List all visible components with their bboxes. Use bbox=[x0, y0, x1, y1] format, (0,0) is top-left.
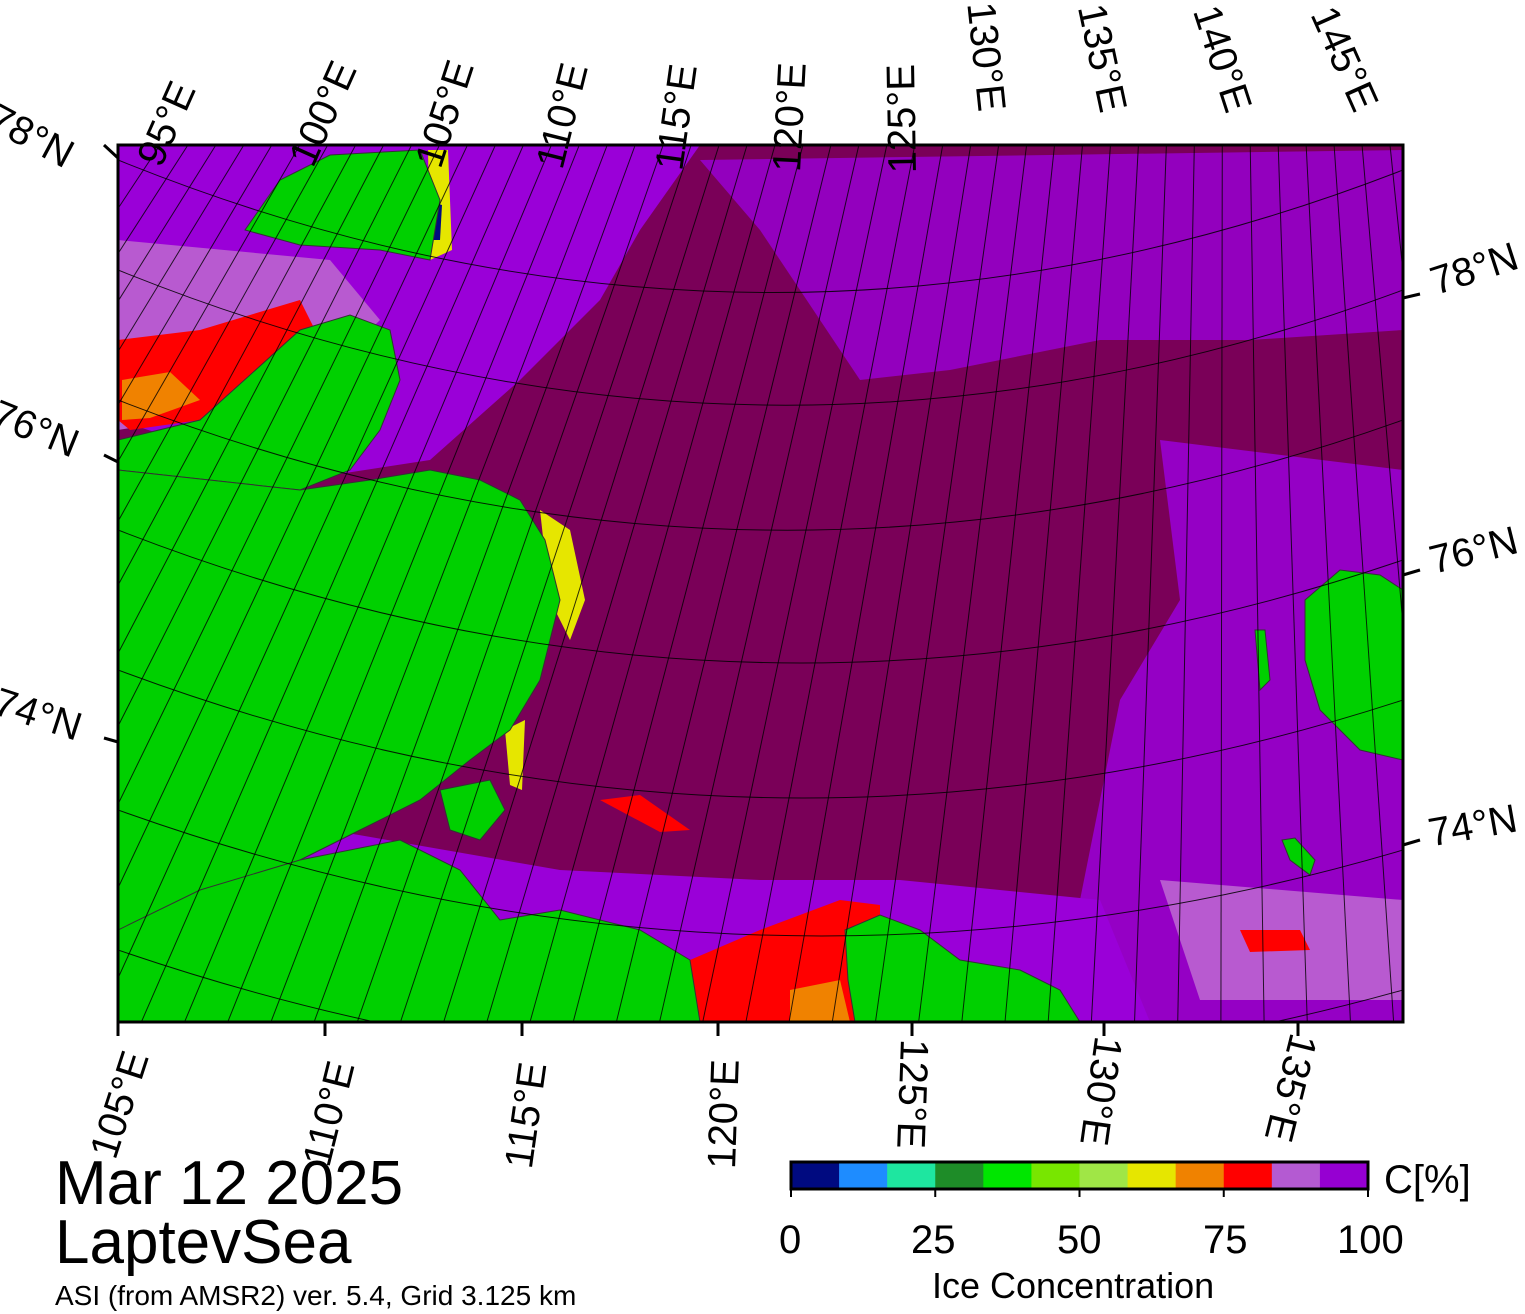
meridian-line bbox=[1361, 145, 1403, 632]
meridian-line bbox=[313, 145, 636, 1022]
meridian-line bbox=[118, 145, 245, 353]
parallel-74N bbox=[118, 669, 1403, 799]
parallel-78N bbox=[118, 159, 1403, 294]
top-lon-label: 125°E bbox=[879, 63, 926, 174]
meridians bbox=[118, 145, 1403, 1022]
top-lon-label: 120°E bbox=[765, 61, 815, 173]
meridian-line bbox=[831, 145, 972, 1022]
colorbar-unit: C[%] bbox=[1384, 1158, 1471, 1202]
parallel-75N bbox=[118, 529, 1403, 664]
map-date: Mar 12 2025 bbox=[55, 1149, 404, 1218]
meridian-line bbox=[443, 145, 720, 1022]
colorbar-segment bbox=[839, 1162, 888, 1189]
parallel-77N bbox=[118, 269, 1403, 406]
colorbar-tick: 100 bbox=[1337, 1218, 1404, 1262]
colorbar-segment bbox=[791, 1162, 840, 1189]
land-severnaya-zemlya-north bbox=[244, 149, 441, 261]
colorbar bbox=[789, 1160, 1370, 1197]
map-region: LaptevSea bbox=[55, 1208, 352, 1277]
meridian-line bbox=[529, 145, 776, 1022]
ice-edge-taimyr2 bbox=[505, 720, 525, 790]
meridian-line bbox=[118, 145, 385, 655]
meridian-line bbox=[615, 145, 832, 1022]
colorbar-tick: 0 bbox=[779, 1218, 802, 1262]
colorbar-segment bbox=[1127, 1162, 1177, 1189]
data-source: ASI (from AMSR2) ver. 5.4, Grid 3.125 km bbox=[55, 1280, 577, 1311]
meridian-line bbox=[1047, 145, 1111, 1022]
colorbar-tick: 25 bbox=[911, 1218, 956, 1262]
colorbar-segment bbox=[1319, 1162, 1369, 1189]
bottom-lon-label: 125°E bbox=[888, 1038, 936, 1150]
land-bolshevik-isl bbox=[439, 779, 506, 841]
land-kotelny bbox=[1304, 569, 1403, 761]
colorbar-segment bbox=[887, 1162, 936, 1189]
colorbar-segment bbox=[983, 1162, 1032, 1189]
meridian-line bbox=[1249, 145, 1265, 1022]
meridian-line bbox=[1220, 145, 1223, 1022]
meridian-line bbox=[118, 145, 273, 406]
parallel-73N bbox=[118, 809, 1403, 937]
colorbar-tick: 75 bbox=[1203, 1218, 1248, 1262]
meridian-line bbox=[702, 145, 888, 1022]
parallel-76N bbox=[118, 399, 1403, 531]
meridian-line bbox=[961, 145, 1056, 1022]
ice-orange-nw bbox=[122, 372, 200, 420]
meridian-line bbox=[118, 145, 329, 523]
graticule bbox=[118, 159, 1403, 1022]
colorbar-segment bbox=[1271, 1162, 1321, 1189]
meridian-line bbox=[118, 145, 440, 806]
meridian-line bbox=[184, 145, 552, 1022]
meridian-line bbox=[1004, 145, 1083, 1022]
meridian-line bbox=[1177, 145, 1195, 1022]
meridian-line bbox=[572, 145, 804, 1022]
meridian-line bbox=[227, 145, 580, 1022]
meridian-line bbox=[1134, 145, 1167, 1022]
meridian-line bbox=[486, 145, 748, 1022]
frame-ticks bbox=[102, 143, 1421, 1036]
land-lena-delta bbox=[844, 914, 1081, 1022]
meridian-line bbox=[118, 145, 301, 463]
meridian-line bbox=[1090, 145, 1139, 1022]
meridian-line bbox=[1333, 145, 1395, 1022]
meridian-line bbox=[918, 145, 1028, 1022]
land-small-isl-2 bbox=[1281, 837, 1316, 876]
colorbar-segment bbox=[1031, 1162, 1080, 1189]
colorbar-segment bbox=[1175, 1162, 1225, 1189]
ice-orange-south bbox=[790, 980, 850, 1022]
meridian-line bbox=[1305, 145, 1351, 1022]
parallel-72N bbox=[118, 949, 1403, 1022]
meridian-line bbox=[140, 145, 524, 1022]
meridian-line bbox=[356, 145, 664, 1022]
meridian-line bbox=[1277, 145, 1308, 1022]
colorbar-segment bbox=[935, 1162, 984, 1189]
meridian-line bbox=[659, 145, 860, 1022]
meridian-line bbox=[118, 145, 496, 980]
meridian-line bbox=[270, 145, 608, 1022]
land-mainland-south bbox=[118, 839, 701, 1022]
meridian-line bbox=[118, 145, 413, 728]
ice-red-se bbox=[1240, 930, 1310, 952]
colorbar-tick: 50 bbox=[1057, 1218, 1102, 1262]
colorbar-segment bbox=[1079, 1162, 1129, 1189]
meridian-line bbox=[118, 145, 468, 890]
ice-line-mid bbox=[600, 795, 690, 832]
meridian-line bbox=[788, 145, 944, 1022]
meridian-line bbox=[874, 145, 1000, 1022]
meridian-line bbox=[118, 145, 217, 303]
map-frame bbox=[116, 143, 1405, 1024]
colorbar-segment bbox=[1223, 1162, 1273, 1189]
colorbar-title: Ice Concentration bbox=[932, 1265, 1215, 1306]
meridian-line bbox=[399, 145, 692, 1022]
ice-zone-ne bbox=[700, 150, 1403, 380]
meridian-line bbox=[745, 145, 916, 1022]
bottom-lon-label: 120°E bbox=[700, 1058, 748, 1170]
